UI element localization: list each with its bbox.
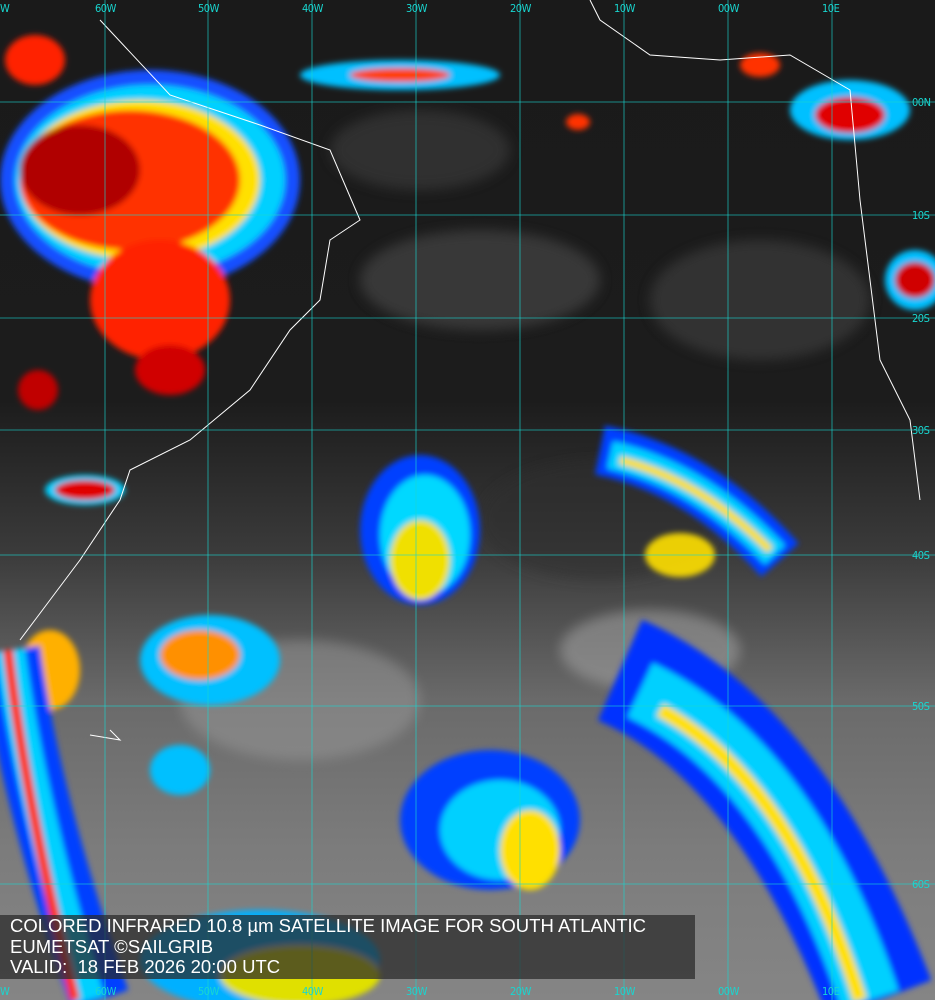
longitude-label: 20W <box>510 2 531 15</box>
caption-box: COLORED INFRARED 10.8 µm SATELLITE IMAGE… <box>0 915 695 979</box>
latitude-label: 40S <box>912 549 930 562</box>
convection-africa <box>566 53 935 310</box>
longitude-label: 40W <box>302 985 323 998</box>
coastlines <box>19 0 921 741</box>
caption-valid-time: VALID: 18 FEB 2026 20:00 UTC <box>10 956 281 977</box>
longitude-label: W <box>0 2 10 15</box>
longitude-label: 10E <box>822 985 840 998</box>
longitude-label: 10E <box>822 2 840 15</box>
latitude-label: 20S <box>912 312 930 325</box>
longitude-label: 40W <box>302 2 323 15</box>
latitude-label: 60S <box>912 878 930 891</box>
longitude-label: 30W <box>406 985 427 998</box>
longitude-label: 60W <box>95 985 116 998</box>
caption-title: COLORED INFRARED 10.8 µm SATELLITE IMAGE… <box>10 915 647 936</box>
longitude-label: 50W <box>198 985 219 998</box>
latitude-label: 30S <box>912 424 930 437</box>
latitude-label: 00N <box>912 96 931 109</box>
caption-credit: EUMETSAT ©SAILGRIB <box>10 935 214 957</box>
longitude-label: 60W <box>95 2 116 15</box>
longitude-label: 10W <box>614 2 635 15</box>
latitude-label: 10S <box>912 209 930 222</box>
longitude-label: W <box>0 985 10 998</box>
latitude-label: 50S <box>912 700 930 713</box>
longitude-label: 00W <box>718 2 739 15</box>
longitude-label: 00W <box>718 985 739 998</box>
longitude-label: 10W <box>614 985 635 998</box>
longitude-label: 20W <box>510 985 531 998</box>
longitude-label: 30W <box>406 2 427 15</box>
longitude-label: 50W <box>198 2 219 15</box>
